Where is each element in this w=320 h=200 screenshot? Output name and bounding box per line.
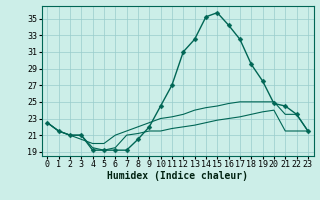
X-axis label: Humidex (Indice chaleur): Humidex (Indice chaleur): [107, 171, 248, 181]
